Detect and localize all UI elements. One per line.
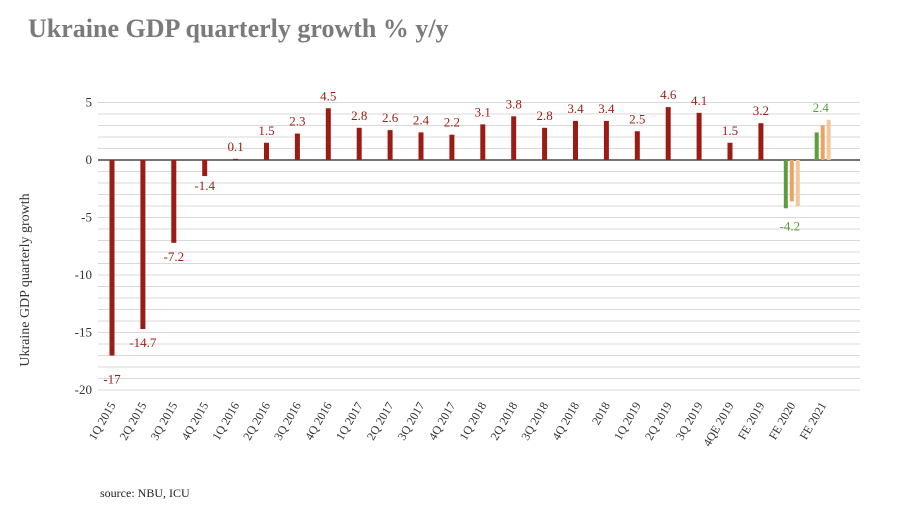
bar	[171, 160, 177, 243]
x-tick-label: 1Q 2015	[86, 400, 119, 443]
x-tick-label: 4QE 2019	[700, 400, 737, 449]
bar	[511, 116, 517, 160]
data-label: -17	[103, 372, 121, 387]
data-label: 3.4	[567, 101, 584, 116]
data-label: -14.7	[129, 335, 157, 350]
data-label: 2.6	[382, 110, 399, 125]
bar	[727, 142, 733, 160]
y-tick-label: 5	[86, 95, 93, 110]
data-label: 2.5	[629, 111, 645, 126]
x-tick-label: 4Q 2015	[178, 400, 211, 443]
x-tick-label: 1Q 2016	[209, 400, 242, 443]
data-label: 3.2	[753, 103, 769, 118]
data-label: 2.3	[289, 114, 305, 129]
bar	[294, 133, 300, 160]
bar	[449, 134, 455, 160]
x-tick-label: 3Q 2019	[673, 400, 706, 443]
bar	[387, 130, 393, 160]
x-tick-label: FE 2020	[766, 400, 799, 443]
data-label: -1.4	[194, 178, 215, 193]
chart-title: Ukraine GDP quarterly growth % y/y	[28, 14, 449, 43]
data-label: 3.4	[598, 101, 615, 116]
forecast-bar	[826, 119, 831, 160]
x-tick-label: 4Q 2016	[302, 400, 335, 443]
bar	[573, 120, 578, 160]
forecast-bar	[789, 160, 794, 202]
data-label: 0.1	[227, 139, 243, 154]
data-label: -4.2	[780, 218, 801, 233]
y-tick-label: -10	[75, 267, 92, 282]
data-label: 2.4	[813, 100, 830, 115]
data-label: 3.8	[506, 96, 522, 111]
bar	[325, 108, 331, 160]
data-label: 1.5	[258, 123, 274, 138]
data-label: 4.6	[660, 87, 677, 102]
data-label: 2.8	[351, 108, 367, 123]
y-tick-label: -15	[75, 325, 92, 340]
source-note: source: NBU, ICU	[100, 486, 190, 500]
bar	[264, 142, 269, 160]
bar	[418, 132, 424, 160]
bar	[758, 123, 764, 160]
bar	[542, 127, 548, 160]
bar	[109, 160, 115, 356]
x-tick-label: 4Q 2018	[549, 400, 582, 443]
x-tick-label: 3Q 2017	[395, 400, 428, 443]
x-tick-label: 2Q 2015	[117, 400, 150, 443]
bar	[202, 160, 208, 177]
forecast-bar	[814, 132, 819, 160]
data-label: 2.2	[444, 115, 460, 130]
x-tick-label: 1Q 2017	[333, 400, 366, 443]
y-tick-label: -5	[81, 210, 92, 225]
x-tick-label: 2Q 2019	[642, 400, 675, 443]
bar	[634, 131, 640, 160]
x-tick-label: 2018	[589, 400, 613, 428]
bar	[696, 112, 702, 160]
x-tick-label: FE 2019	[735, 400, 768, 443]
x-tick-label: 4Q 2017	[426, 400, 459, 443]
bar	[603, 120, 609, 160]
data-label: -7.2	[164, 249, 185, 264]
forecast-bar	[820, 125, 825, 160]
bar	[140, 160, 146, 330]
y-tick-label: 0	[86, 152, 93, 167]
data-label: 4.1	[691, 93, 707, 108]
data-label: 3.1	[475, 104, 491, 119]
data-label: 2.8	[536, 108, 552, 123]
x-tick-label: 1Q 2019	[611, 400, 644, 443]
bar	[665, 107, 671, 160]
x-tick-label: 3Q 2018	[518, 400, 551, 443]
bar	[356, 127, 362, 160]
y-tick-label: -20	[75, 382, 92, 397]
forecast-bar	[783, 160, 788, 209]
data-label: 4.5	[320, 88, 336, 103]
x-tick-label: 2Q 2016	[240, 400, 273, 443]
x-tick-label: 1Q 2018	[456, 400, 489, 443]
data-label: 1.5	[722, 123, 738, 138]
x-tick-label: 2Q 2017	[364, 400, 397, 443]
data-label: 2.4	[413, 112, 430, 127]
x-tick-label: 2Q 2018	[487, 400, 520, 443]
bar	[233, 158, 239, 160]
x-tick-label: 3Q 2015	[147, 400, 180, 443]
x-tick-label: FE 2021	[797, 400, 830, 443]
x-tick-label: 3Q 2016	[271, 400, 304, 443]
bar	[480, 124, 486, 160]
forecast-bar	[795, 160, 800, 206]
